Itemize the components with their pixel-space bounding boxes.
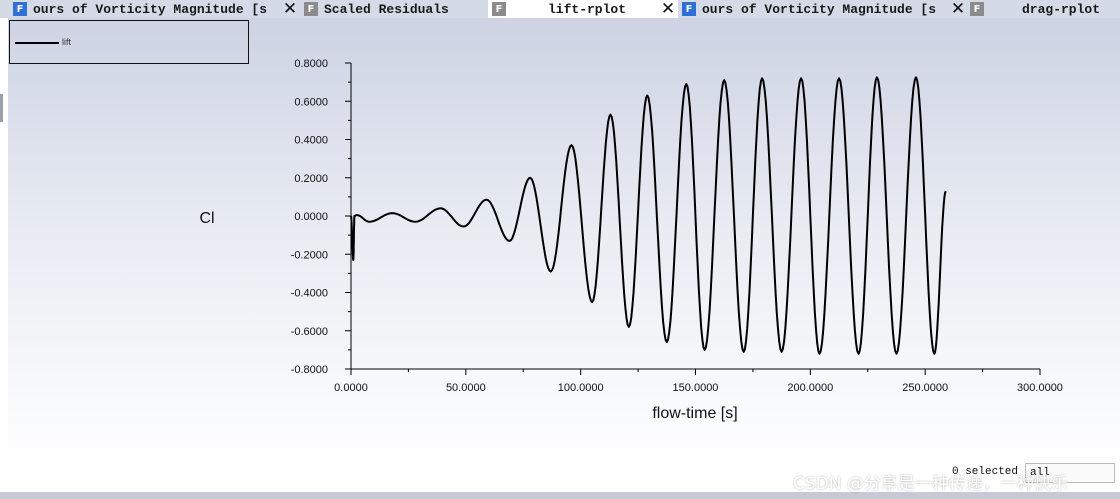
series-group [350,76,947,355]
tab-label: ours of Vorticity Magnitude [s [702,1,937,17]
fluent-file-icon: F [970,2,984,16]
selection-status: 0 selected [952,466,1019,478]
legend-label-lift: lift [62,37,71,47]
x-tick-label: 300.0000 [1017,382,1063,394]
tab-label: ours of Vorticity Magnitude [s [33,1,268,17]
y-tick-label: -0.8000 [291,364,328,376]
legend-line-lift [15,42,59,44]
y-tick-label: 0.8000 [294,58,328,70]
tab-2[interactable]: F Scaled Residuals [300,0,488,18]
series-line-lift [350,76,947,355]
y-tick-label: 0.0000 [294,211,328,223]
x-tick-label: 100.0000 [558,382,604,394]
y-tick-label: 0.6000 [294,96,328,108]
y-tick-label: -0.2000 [291,249,328,261]
y-tick-label: 0.4000 [294,135,328,147]
legend: lift [9,20,249,64]
x-tick-label: 0.0000 [334,382,368,394]
x-tick-label: 200.0000 [787,382,833,394]
watermark: CSDN @分享是一种传递，一种快乐 [793,474,1068,494]
bottom-scrollbar[interactable] [0,492,1120,499]
y-tick-label: -0.6000 [291,326,328,338]
fluent-file-icon: F [304,2,318,16]
x-tick-label: 50.0000 [446,382,486,394]
plot-background [8,18,1120,492]
x-axis-title: flow-time [s] [652,405,737,422]
x-axis: 0.0000 50.0000 100.0000 150.0000 200.0000 250… [334,368,1063,394]
x-tick-label: 250.0000 [902,382,948,394]
tab-close-icon[interactable]: ✕ [660,0,676,19]
select-all-button[interactable]: all [1025,463,1115,483]
fluent-file-icon: F [682,2,696,16]
fluent-file-icon: F [492,2,506,16]
y-tick-label: -0.4000 [291,288,328,300]
tab-label: lift-rplot [548,1,627,17]
tab-close-icon[interactable]: ✕ [282,0,298,19]
tab-label: drag-rplot [1022,1,1101,17]
fluent-file-icon: F [13,2,27,16]
tab-close-icon[interactable]: ✕ [950,0,966,19]
tab-label: Scaled Residuals [324,1,449,17]
y-axis-title: Cl [199,210,214,227]
left-splitter-handle[interactable] [0,94,3,122]
x-tick-label: 150.0000 [673,382,719,394]
y-tick-label: 0.2000 [294,173,328,185]
y-axis: 0.8000 0.6000 0.4000 0.2000 0.0000 -0.2000 -0.… [291,58,352,376]
